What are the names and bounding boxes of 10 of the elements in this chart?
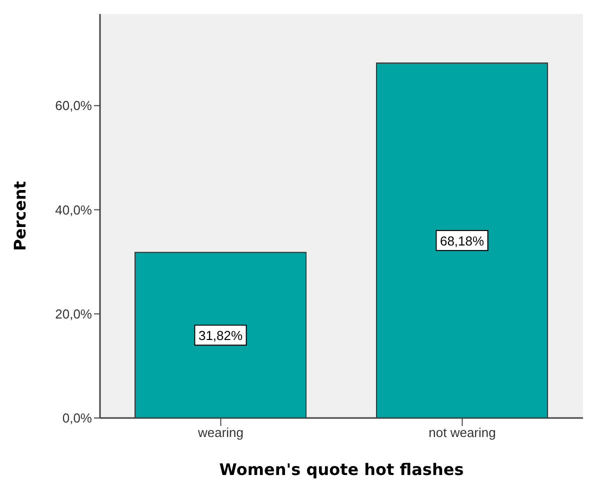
y-tick-label: 20,0% [55, 306, 92, 322]
y-tick-label: 60,0% [55, 98, 92, 114]
x-tick-label: not wearing [428, 425, 496, 440]
x-axis-title: Women's quote hot flashes [219, 460, 464, 479]
y-axis-title: Percent [10, 180, 30, 251]
data-label: 31,82% [198, 328, 243, 344]
y-tick-label: 0,0% [62, 410, 92, 426]
x-tick-label: wearing [196, 425, 244, 440]
data-label: 68,18% [440, 234, 484, 249]
y-tick-label: 40,0% [55, 202, 92, 218]
